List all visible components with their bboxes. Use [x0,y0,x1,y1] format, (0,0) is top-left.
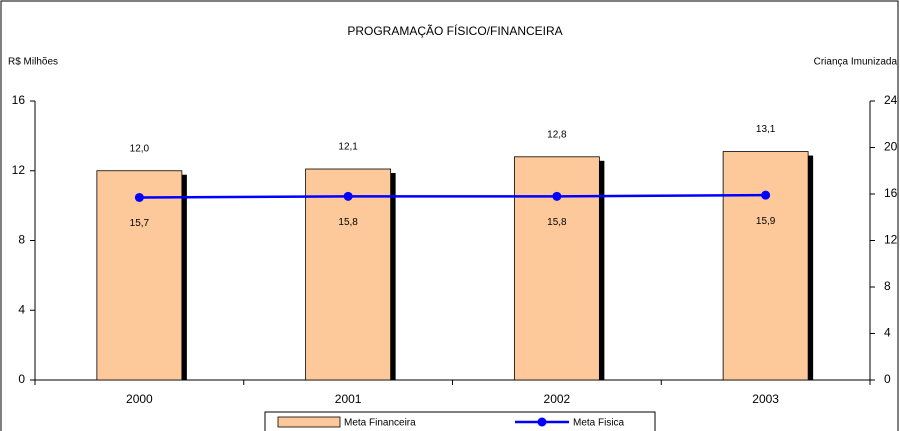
bar-value-label: 12,1 [338,142,358,153]
chart-title: PROGRAMAÇÃO FÍSICO/FINANCEIRA [347,23,562,38]
legend-box [264,411,656,431]
x-tick-label: 2003 [752,392,779,406]
y2-tick-label: 12 [884,233,898,247]
line-value-label: 15,8 [547,217,567,228]
y-tick-label: 0 [18,372,25,386]
legend-marker [537,417,547,427]
y2-tick-label: 24 [884,93,898,107]
bar [96,170,183,381]
y2-tick-label: 16 [884,186,898,200]
line-value-label: 15,7 [130,218,150,229]
line [139,193,766,199]
y-axis-label: R$ Milhões [8,57,58,68]
y2-tick-label: 4 [884,326,891,340]
y-tick-label: 16 [12,93,26,107]
legend: Meta Financeira Meta Fisica [264,411,656,431]
bar [305,168,392,381]
bar-value-label: 12,8 [547,129,567,140]
bar-value-label: 12,0 [130,143,150,154]
legend-label: Meta Financeira [344,418,416,429]
y2-tick-label: 0 [884,372,891,386]
y-tick-label: 8 [18,233,25,247]
x-tick-label: 2001 [335,392,362,406]
legend-label: Meta Fisica [573,418,625,429]
line-marker [552,191,562,201]
y2-tick-label: 20 [884,140,898,154]
x-tick-label: 2002 [544,392,571,406]
x-tick-label: 2000 [126,392,153,406]
y-tick-label: 4 [18,302,25,316]
bar [722,151,809,381]
line-value-label: 15,9 [756,216,776,227]
legend-swatch [277,416,341,428]
y2-axis-label: Criança Imunizada [814,57,898,68]
bar-value-label: 13,1 [756,124,776,135]
line-marker [134,192,144,202]
line-value-label: 15,8 [338,217,358,228]
y2-tick-label: 8 [884,279,891,293]
y-tick-label: 12 [12,163,26,177]
bar [513,156,600,381]
line-marker [761,190,771,200]
line-marker [343,191,353,201]
